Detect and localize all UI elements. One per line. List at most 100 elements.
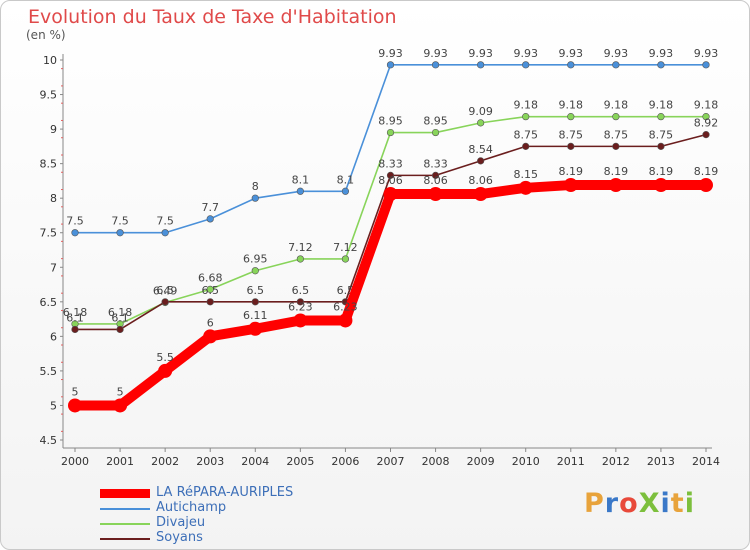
y-tick-label: 8.5 <box>40 158 58 171</box>
data-label: 9.93 <box>649 47 674 60</box>
data-point <box>161 229 169 237</box>
data-label: 7.5 <box>111 215 129 228</box>
logo-letter: X <box>638 488 661 519</box>
legend-swatch <box>100 508 150 510</box>
data-label: 8.19 <box>604 165 629 178</box>
x-tick-label: 2001 <box>106 455 134 468</box>
legend-item: Divajeu <box>100 515 420 531</box>
x-tick-label: 2011 <box>557 455 585 468</box>
data-point <box>338 313 353 328</box>
data-point <box>293 313 308 328</box>
data-point <box>296 187 304 195</box>
data-point <box>431 61 440 69</box>
data-point <box>612 142 620 150</box>
x-tick-label: 2000 <box>61 455 89 468</box>
data-point <box>612 61 620 69</box>
y-tick-label: 7.5 <box>40 227 58 240</box>
logo-letter: i <box>684 488 695 519</box>
data-point <box>702 113 710 121</box>
data-point <box>522 142 530 150</box>
x-tick-label: 2003 <box>196 455 224 468</box>
data-point <box>702 61 710 69</box>
data-label: 8.95 <box>378 115 403 128</box>
logo-letter: i <box>660 488 671 519</box>
legend-label: Autichamp <box>156 500 227 515</box>
data-point <box>71 229 79 237</box>
data-label: 9.93 <box>468 47 493 60</box>
x-tick-label: 2007 <box>377 455 405 468</box>
y-tick-label: 8 <box>50 192 57 205</box>
data-label: 6.5 <box>292 284 310 297</box>
data-point <box>608 178 623 193</box>
legend-label: Soyans <box>156 530 203 545</box>
data-point <box>296 255 304 263</box>
data-point <box>248 321 263 336</box>
x-tick-label: 2010 <box>512 455 540 468</box>
data-point <box>71 325 79 334</box>
legend-label: Divajeu <box>156 515 206 530</box>
data-label: 9.93 <box>378 47 403 60</box>
x-tick-label: 2004 <box>241 455 269 468</box>
data-point <box>203 329 218 344</box>
data-point <box>431 128 440 137</box>
data-point <box>161 298 169 306</box>
data-label: 8.33 <box>423 157 448 170</box>
data-point <box>206 285 214 293</box>
data-label: 8 <box>252 180 259 193</box>
data-point <box>116 229 124 237</box>
data-point <box>296 298 304 306</box>
data-label: 6.5 <box>156 284 174 297</box>
x-tick-label: 2005 <box>286 455 314 468</box>
data-label: 9.18 <box>649 99 674 112</box>
data-label: 7.12 <box>333 241 358 254</box>
data-label: 6.23 <box>288 300 313 313</box>
data-point <box>251 267 259 275</box>
data-label: 9.18 <box>604 99 629 112</box>
data-label: 7.5 <box>66 215 84 228</box>
data-point <box>518 180 533 195</box>
data-label: 9.09 <box>468 105 493 118</box>
legend-swatch <box>100 489 150 498</box>
data-label: 9.93 <box>423 47 448 60</box>
data-label: 5 <box>117 385 124 398</box>
data-label: 8.75 <box>513 128 538 141</box>
data-label: 7.5 <box>156 215 174 228</box>
data-point <box>567 61 575 69</box>
data-label: 9.93 <box>559 47 584 60</box>
data-label: 8.1 <box>292 173 310 186</box>
data-label: 8.15 <box>513 168 538 181</box>
data-label: 6.1 <box>111 311 129 324</box>
data-point <box>477 119 485 127</box>
data-point <box>699 178 713 193</box>
data-point <box>206 298 214 306</box>
data-point <box>383 187 398 202</box>
data-label: 5.5 <box>156 351 174 364</box>
legend-item: Soyans <box>100 530 420 546</box>
data-label: 6.5 <box>247 284 265 297</box>
data-label: 6.95 <box>243 253 268 266</box>
data-label: 8.06 <box>423 174 448 187</box>
x-tick-label: 2013 <box>647 455 675 468</box>
y-tick-label: 9.5 <box>40 89 58 102</box>
data-point <box>251 298 259 306</box>
data-point <box>341 187 350 195</box>
data-label: 9.18 <box>513 99 538 112</box>
data-label: 8.19 <box>649 165 674 178</box>
data-label: 6.23 <box>333 300 358 313</box>
legend-swatch <box>100 523 150 525</box>
x-tick-label: 2014 <box>692 455 720 468</box>
data-point <box>116 325 124 334</box>
data-point <box>386 128 395 137</box>
y-tick-label: 5.5 <box>40 365 58 378</box>
y-tick-label: 4.5 <box>40 434 58 447</box>
data-point <box>431 171 440 179</box>
x-tick-label: 2008 <box>422 455 450 468</box>
data-label: 6.68 <box>198 271 223 284</box>
logo-letter: P <box>584 488 605 519</box>
y-tick-label: 5 <box>50 399 57 412</box>
data-point <box>428 187 443 202</box>
data-point <box>473 187 488 202</box>
data-label: 9.18 <box>694 99 719 112</box>
